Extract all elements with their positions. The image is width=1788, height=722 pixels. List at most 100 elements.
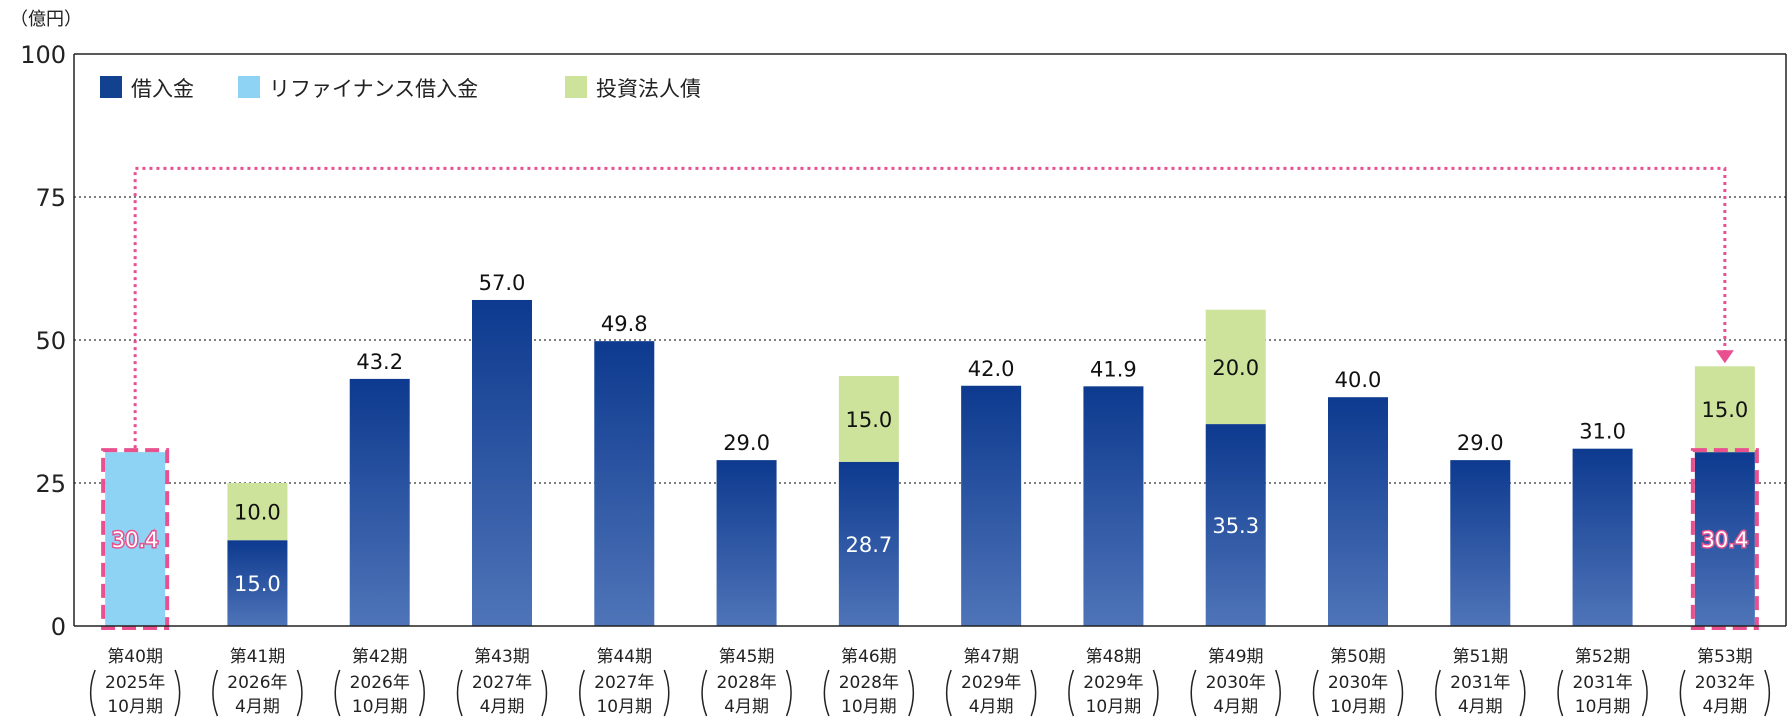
bar-借入金: [1205, 424, 1266, 626]
refinance-arrow-line: [133, 166, 1727, 449]
paren-left: [579, 669, 585, 717]
legend-swatch: [100, 76, 122, 98]
category-year: 2027年: [472, 673, 532, 693]
bar-借入金: [594, 341, 655, 626]
category-month: 10月期: [841, 697, 897, 717]
bar-借入金: [1572, 448, 1633, 626]
category-period: 第45期: [719, 647, 775, 667]
paren-right: [1030, 669, 1037, 717]
bar-投資法人債: [838, 376, 899, 462]
category-year: 2030年: [1206, 673, 1266, 693]
category-month: 10月期: [352, 697, 408, 717]
category-year: 2025年: [105, 673, 165, 693]
category-year: 2031年: [1450, 673, 1510, 693]
highlight-box: [101, 448, 170, 630]
category-month: 10月期: [107, 697, 163, 717]
category-period: 第44期: [596, 647, 652, 667]
category-year: 2028年: [839, 673, 899, 693]
category-year: 2032年: [1695, 673, 1755, 693]
bar-投資法人債: [227, 483, 288, 541]
bar-投資法人債: [1694, 366, 1755, 453]
category-month: 4月期: [1702, 697, 1747, 717]
paren-left: [1679, 669, 1686, 717]
data-label: 30.4: [112, 528, 159, 552]
category-period: 第42期: [352, 647, 408, 667]
category-year: 2028年: [716, 673, 776, 693]
category-month: 4月期: [969, 697, 1014, 717]
paren-left: [334, 669, 341, 717]
paren-left: [1190, 669, 1197, 717]
paren-right: [663, 669, 670, 717]
axes: 0 25 50 75 100 （億円） 第40期 2025年 10月期 第41期 2026年 4月期 第…: [10, 9, 1787, 717]
data-label: 41.9: [1090, 357, 1137, 381]
bar-借入金: [1328, 397, 1388, 626]
paren-right: [1641, 669, 1648, 717]
paren-left: [945, 669, 952, 717]
category-period: 第41期: [230, 647, 286, 667]
paren-left: [456, 669, 463, 717]
data-label: 42.0: [968, 357, 1015, 381]
bar-借入金: [1450, 460, 1511, 626]
paren-right: [296, 669, 303, 717]
paren-left: [823, 669, 830, 717]
paren-right: [1152, 669, 1159, 717]
legend-label: 借入金: [131, 77, 194, 101]
paren-left: [701, 669, 708, 717]
category-period: 第47期: [963, 647, 1019, 667]
category-month: 4月期: [480, 697, 525, 717]
category-month: 4月期: [1213, 697, 1258, 717]
paren-left: [212, 669, 219, 717]
bar-借入金: [472, 299, 532, 626]
highlight-box: [1690, 448, 1759, 630]
category-year: 2030年: [1328, 673, 1388, 693]
paren-left: [1068, 669, 1075, 717]
y-tick-label: 25: [35, 470, 66, 498]
category-month: 4月期: [724, 697, 769, 717]
y-tick-label: 75: [35, 184, 66, 212]
paren-right: [1519, 669, 1526, 717]
category-year: 2031年: [1572, 673, 1632, 693]
refinance-arrow: [133, 166, 1734, 449]
legend-swatch: [565, 76, 587, 98]
paren-left: [89, 669, 96, 717]
category-period: 第53期: [1697, 647, 1753, 667]
category-year: 2029年: [1083, 673, 1143, 693]
legend-label: リファイナンス借入金: [269, 77, 478, 101]
paren-right: [541, 669, 548, 717]
y-tick-label: 100: [20, 41, 66, 69]
category-period: 第52期: [1575, 647, 1631, 667]
category-period: 第50期: [1330, 647, 1386, 667]
bar-借入金: [716, 460, 777, 626]
y-tick-label: 0: [51, 613, 66, 641]
category-period: 第46期: [841, 647, 897, 667]
paren-left: [1435, 669, 1441, 717]
category-year: 2029年: [961, 673, 1021, 693]
category-month: 4月期: [1458, 697, 1503, 717]
y-unit-label: （億円）: [10, 9, 82, 30]
data-label: 29.0: [723, 431, 770, 455]
refinance-arrow-head: [1715, 350, 1734, 364]
paren-right: [419, 669, 425, 717]
paren-right: [785, 669, 792, 717]
paren-left: [1557, 669, 1564, 717]
bar-借入金: [1694, 452, 1755, 626]
category-month: 10月期: [1330, 697, 1386, 717]
paren-right: [1397, 669, 1404, 717]
paren-right: [1764, 669, 1771, 717]
bar-投資法人債: [1205, 309, 1266, 425]
paren-left: [1312, 669, 1319, 717]
data-label: 31.0: [1579, 420, 1626, 444]
data-labels: 30.4 15.0 10.0 43.2 57.0 49.8 29.0 28.7 15.0 42.0…: [110, 271, 1749, 596]
y-tick-label: 50: [35, 327, 66, 355]
gridlines: [74, 196, 1786, 484]
data-label-top: 15.0: [845, 408, 892, 432]
bar-借入金: [227, 540, 288, 626]
legend: 借入金 リファイナンス借入金 投資法人債: [100, 76, 701, 101]
data-label: 29.0: [1457, 431, 1504, 455]
data-label: 35.3: [1212, 514, 1259, 538]
bar-借入金: [349, 378, 410, 626]
category-year: 2027年: [594, 673, 654, 693]
paren-right: [1275, 669, 1281, 717]
legend-swatch: [238, 76, 260, 98]
